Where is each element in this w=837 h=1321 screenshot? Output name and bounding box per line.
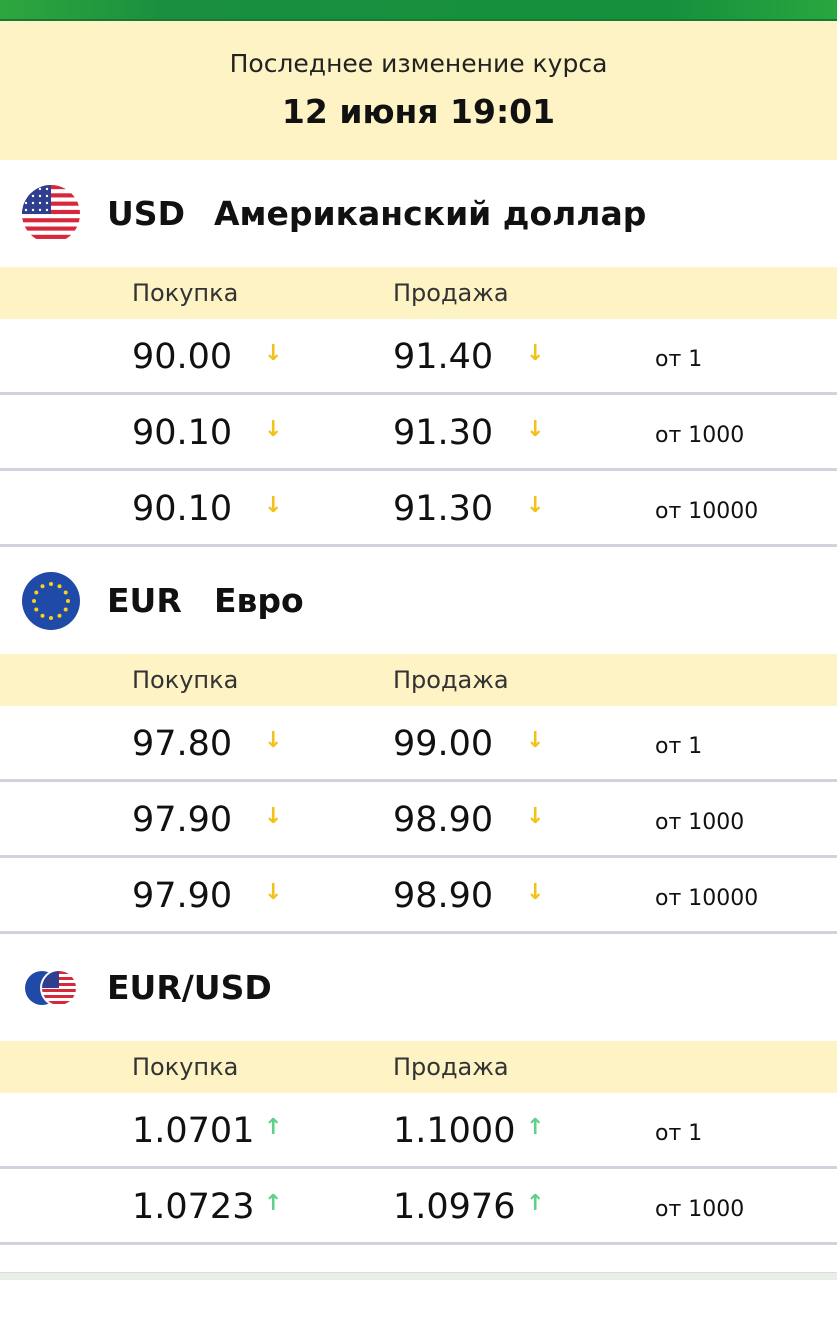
buy-rate: 97.80 [132, 724, 233, 764]
table-row: 97.90 ↓ 98.90 ↓ от 10000 [0, 858, 837, 934]
last-update-header: Последнее изменение курса 12 июня 19:01 [0, 21, 837, 160]
top-bar [0, 0, 837, 21]
bottom-bar [0, 1272, 837, 1280]
amount-threshold: от 1 [655, 1121, 703, 1146]
currency-code: EUR/USD [107, 968, 272, 1007]
buy-header: Покупка [132, 666, 239, 694]
buy-rate: 97.90 [132, 876, 233, 916]
buy-rate: 1.0723 [132, 1187, 255, 1227]
arrow-up-icon: ↑ [264, 1191, 283, 1216]
table-row: 1.0723 ↑ 1.0976 ↑ от 1000 [0, 1169, 837, 1245]
currency-code: EUR [107, 581, 182, 620]
table-row: 97.90 ↓ 98.90 ↓ от 1000 [0, 782, 837, 858]
arrow-up-icon: ↑ [526, 1115, 545, 1140]
sell-header: Продажа [393, 279, 509, 307]
table-row: 97.80 ↓ 99.00 ↓ от 1 [0, 706, 837, 782]
arrow-down-icon: ↓ [526, 417, 545, 442]
sell-rate: 98.90 [393, 800, 494, 840]
eu-flag-icon [22, 571, 80, 630]
table-row: 90.10 ↓ 91.30 ↓ от 10000 [0, 471, 837, 547]
amount-threshold: от 1000 [655, 1197, 745, 1222]
amount-threshold: от 1000 [655, 423, 745, 448]
column-header: Покупка Продажа [0, 1041, 837, 1093]
buy-rate: 1.0701 [132, 1111, 255, 1151]
amount-threshold: от 10000 [655, 886, 759, 911]
arrow-down-icon: ↓ [264, 493, 283, 518]
currency-header[interactable]: USD Американский доллар [0, 160, 837, 267]
arrow-down-icon: ↓ [526, 728, 545, 753]
sell-rate: 1.0976 [393, 1187, 516, 1227]
column-header: Покупка Продажа [0, 267, 837, 319]
buy-rate: 90.10 [132, 413, 233, 453]
sell-rate: 98.90 [393, 876, 494, 916]
currency-name: Евро [214, 581, 304, 620]
amount-threshold: от 1000 [655, 810, 745, 835]
sell-rate: 91.40 [393, 337, 494, 377]
buy-rate: 90.00 [132, 337, 233, 377]
arrow-down-icon: ↓ [264, 804, 283, 829]
sell-rate: 99.00 [393, 724, 494, 764]
sell-rate: 1.1000 [393, 1111, 516, 1151]
arrow-up-icon: ↑ [526, 1191, 545, 1216]
arrow-down-icon: ↓ [264, 341, 283, 366]
sell-header: Продажа [393, 666, 509, 694]
arrow-down-icon: ↓ [264, 880, 283, 905]
arrow-down-icon: ↓ [264, 728, 283, 753]
last-update-datetime: 12 июня 19:01 [281, 92, 556, 131]
arrow-down-icon: ↓ [526, 804, 545, 829]
amount-threshold: от 10000 [655, 499, 759, 524]
currency-name: Американский доллар [214, 194, 647, 233]
table-row: 90.10 ↓ 91.30 ↓ от 1000 [0, 395, 837, 471]
table-row: 1.0701 ↑ 1.1000 ↑ от 1 [0, 1093, 837, 1169]
sell-header: Продажа [393, 1053, 509, 1081]
table-row: 90.00 ↓ 91.40 ↓ от 1 [0, 319, 837, 395]
buy-header: Покупка [132, 279, 239, 307]
arrow-down-icon: ↓ [526, 493, 545, 518]
buy-rate: 97.90 [132, 800, 233, 840]
sell-rate: 91.30 [393, 489, 494, 529]
arrow-down-icon: ↓ [526, 880, 545, 905]
table-row-clipped [0, 1245, 837, 1321]
us-flag-icon [22, 184, 80, 243]
currency-code: USD [107, 194, 185, 233]
amount-threshold: от 1 [655, 734, 703, 759]
currency-header[interactable]: EUR/USD [0, 934, 837, 1041]
currency-header[interactable]: EUR Евро [0, 547, 837, 654]
arrow-down-icon: ↓ [264, 417, 283, 442]
currency-list: USD Американский доллар Покупка Продажа … [0, 160, 837, 1245]
arrow-up-icon: ↑ [264, 1115, 283, 1140]
amount-threshold: от 1 [655, 347, 703, 372]
sell-rate: 91.30 [393, 413, 494, 453]
buy-header: Покупка [132, 1053, 239, 1081]
last-update-label: Последнее изменение курса [229, 49, 608, 78]
eur-usd-flag-icon [22, 959, 80, 1017]
buy-rate: 90.10 [132, 489, 233, 529]
column-header: Покупка Продажа [0, 654, 837, 706]
arrow-down-icon: ↓ [526, 341, 545, 366]
